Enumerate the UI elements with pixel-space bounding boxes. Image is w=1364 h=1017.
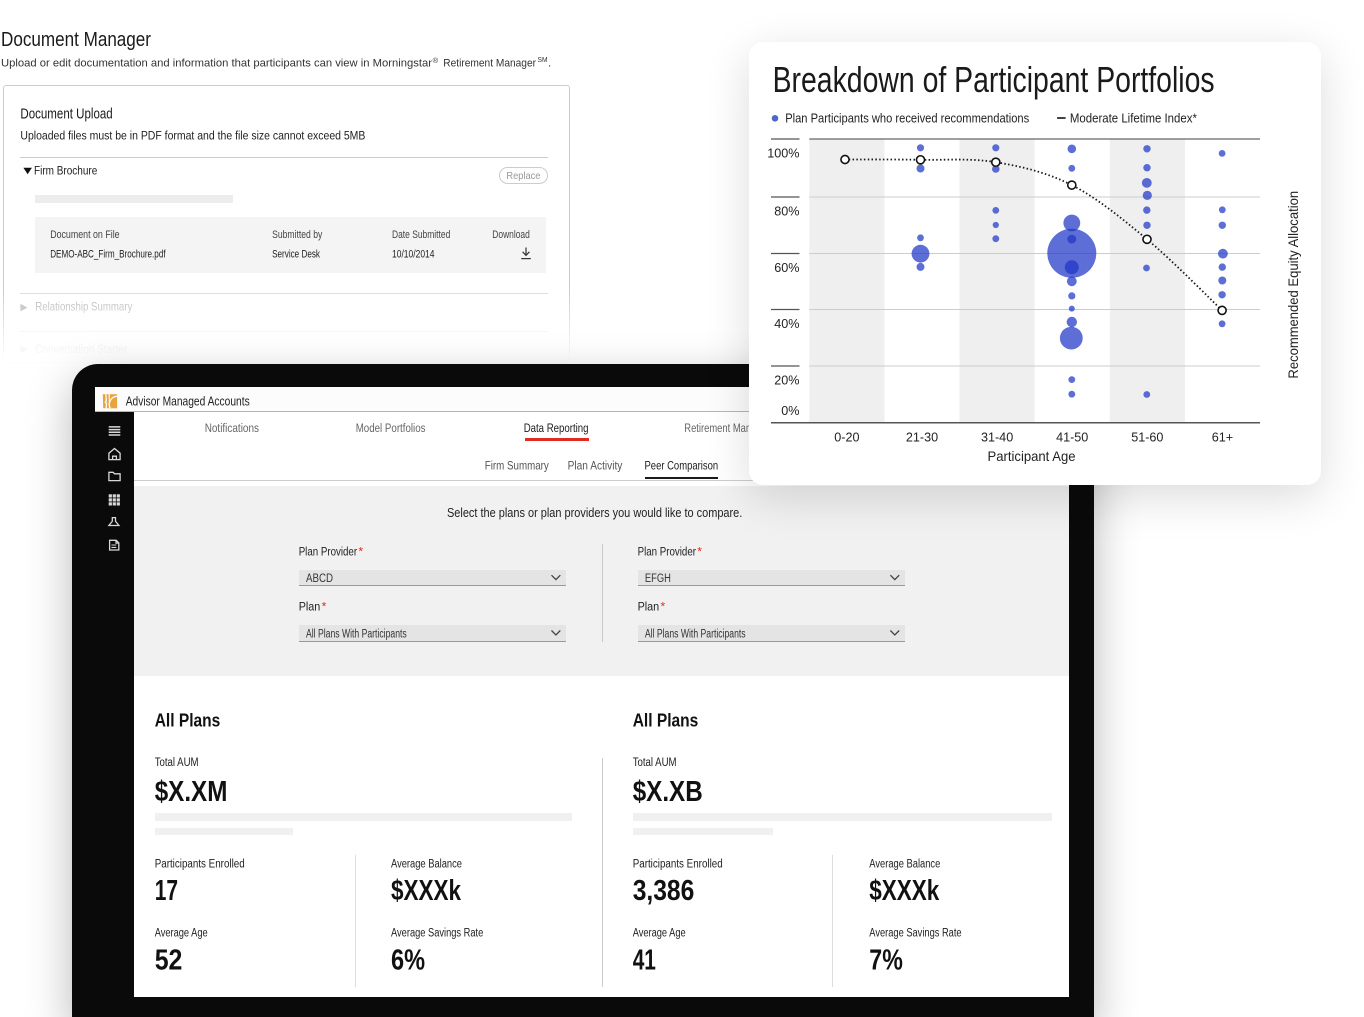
svg-text:$XXXk: $XXXk — [391, 874, 461, 906]
svg-text:60%: 60% — [774, 260, 799, 274]
svg-text:0-20: 0-20 — [834, 430, 859, 444]
svg-text:Moderate Lifetime Index*: Moderate Lifetime Index* — [1069, 111, 1196, 125]
svg-text:Participant Age: Participant Age — [987, 448, 1075, 463]
svg-text:Plan Activity: Plan Activity — [568, 458, 624, 472]
svg-text:100%: 100% — [767, 146, 799, 160]
svg-text:Model Portfolios: Model Portfolios — [356, 421, 426, 435]
svg-text:Notifications: Notifications — [205, 421, 259, 435]
svg-text:Plan Participants who received: Plan Participants who received recommend… — [785, 111, 1029, 125]
svg-text:Select the plans or plan provi: Select the plans or plan providers you w… — [447, 506, 742, 520]
svg-text:Data Reporting: Data Reporting — [524, 421, 589, 435]
svg-text:Download: Download — [492, 229, 530, 241]
svg-text:ABCD: ABCD — [306, 573, 333, 585]
svg-text:Retirement Manager: Retirement Manager — [443, 58, 536, 70]
svg-text:Average Balance: Average Balance — [391, 858, 462, 870]
svg-text:$XXXk: $XXXk — [869, 874, 939, 906]
svg-text:31-40: 31-40 — [980, 430, 1012, 444]
svg-text:61+: 61+ — [1211, 430, 1232, 444]
svg-text:Plan Provider: Plan Provider — [299, 544, 357, 558]
svg-text:6%: 6% — [391, 944, 425, 976]
svg-text:Total AUM: Total AUM — [633, 756, 677, 768]
svg-text:Average Savings Rate: Average Savings Rate — [869, 927, 961, 939]
svg-text:17: 17 — [155, 874, 178, 906]
svg-text:Date Submitted: Date Submitted — [392, 229, 450, 241]
svg-text:Retirement Manager: Retirement Manager — [684, 421, 770, 435]
svg-text:$X.XM: $X.XM — [155, 776, 228, 808]
svg-text:Submitted by: Submitted by — [272, 229, 323, 241]
svg-text:Replace: Replace — [506, 171, 540, 182]
svg-text:41: 41 — [633, 944, 656, 976]
svg-text:Average Age: Average Age — [155, 927, 208, 939]
svg-text:*: * — [697, 544, 702, 558]
svg-text:Recommended Equity Allocation: Recommended Equity Allocation — [1285, 190, 1301, 378]
svg-text:20%: 20% — [774, 373, 799, 387]
svg-text:80%: 80% — [774, 204, 799, 218]
svg-text:*: * — [358, 544, 363, 558]
svg-text:Average Savings Rate: Average Savings Rate — [391, 927, 483, 939]
svg-text:41-50: 41-50 — [1056, 430, 1088, 444]
svg-text:51-60: 51-60 — [1131, 430, 1163, 444]
svg-text:DEMO-ABC_Firm_Brochure.pdf: DEMO-ABC_Firm_Brochure.pdf — [50, 249, 166, 261]
svg-text:Service Desk: Service Desk — [272, 249, 320, 261]
svg-text:Document on File: Document on File — [50, 229, 119, 241]
svg-text:Document Manager: Document Manager — [1, 28, 151, 51]
svg-text:Breakdown of Participant Portf: Breakdown of Participant Portfolios — [772, 59, 1214, 100]
svg-text:Firm Brochure: Firm Brochure — [34, 164, 97, 178]
svg-text:$X.XB: $X.XB — [633, 776, 703, 808]
svg-text:52: 52 — [155, 944, 183, 976]
svg-text:Plan: Plan — [299, 599, 321, 613]
svg-text:Average Balance: Average Balance — [869, 858, 940, 870]
svg-text:*: * — [661, 599, 666, 613]
svg-text:SM: SM — [538, 57, 548, 64]
svg-text:Document Upload: Document Upload — [20, 106, 112, 123]
svg-text:All Plans With Participants: All Plans With Participants — [645, 628, 746, 640]
svg-text:3,386: 3,386 — [633, 874, 695, 906]
svg-text:10/10/2014: 10/10/2014 — [392, 249, 435, 261]
svg-text:All Plans With Participants: All Plans With Participants — [306, 628, 407, 640]
svg-text:Upload or edit documentation a: Upload or edit documentation and informa… — [1, 58, 432, 70]
svg-text:Participants Enrolled: Participants Enrolled — [155, 858, 245, 870]
svg-text:®: ® — [433, 56, 439, 65]
svg-text:Total AUM: Total AUM — [155, 756, 199, 768]
svg-text:EFGH: EFGH — [645, 573, 671, 585]
svg-text:0%: 0% — [781, 404, 799, 418]
svg-text:Uploaded files must be in PDF: Uploaded files must be in PDF format and… — [20, 129, 365, 143]
svg-text:Plan Provider: Plan Provider — [638, 544, 696, 558]
svg-text:Firm Summary: Firm Summary — [485, 458, 550, 472]
svg-text:Peer Comparison: Peer Comparison — [645, 458, 719, 472]
svg-text:Plan: Plan — [638, 599, 660, 613]
svg-text:Participants Enrolled: Participants Enrolled — [633, 858, 723, 870]
svg-text:.: . — [548, 58, 551, 70]
svg-text:*: * — [322, 599, 327, 613]
svg-text:Average Age: Average Age — [633, 927, 686, 939]
svg-text:40%: 40% — [774, 316, 799, 330]
svg-text:All Plans: All Plans — [155, 709, 221, 730]
svg-text:21-30: 21-30 — [905, 430, 937, 444]
svg-text:7%: 7% — [869, 944, 903, 976]
svg-text:Advisor Managed Accounts: Advisor Managed Accounts — [126, 394, 250, 408]
svg-text:All Plans: All Plans — [633, 709, 699, 730]
